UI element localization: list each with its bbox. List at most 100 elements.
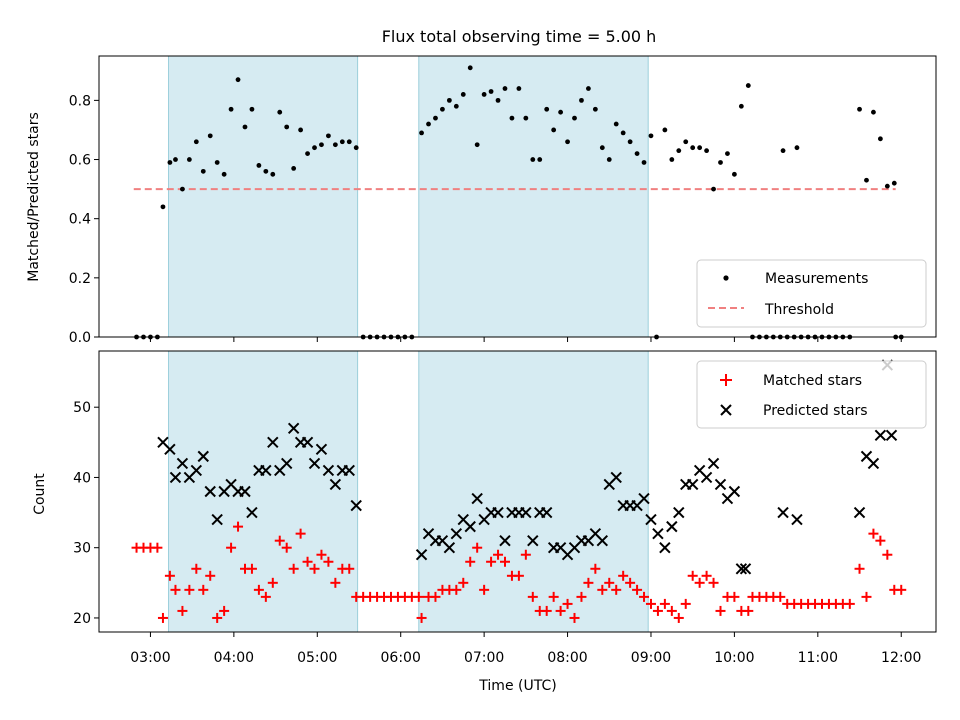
predicted-star-point <box>499 534 511 547</box>
matched-star-point <box>472 542 483 553</box>
predicted-star-point <box>267 436 279 449</box>
x-tick-label: 05:00 <box>297 650 337 666</box>
matched-star-point <box>666 605 677 616</box>
top-ylabel: Matched/Predicted stars <box>26 112 42 282</box>
predicted-star-point <box>169 471 182 484</box>
x-tick-label: 06:00 <box>381 650 421 666</box>
bottom-panel: 20 30 40 50 03:00 04:00 05:00 06:00 07:00 08:00 0… <box>32 350 937 694</box>
matched-star-point <box>170 584 181 595</box>
predicted-star-point <box>777 506 789 519</box>
predicted-star-point <box>652 527 664 540</box>
predicted-star-point <box>610 471 622 484</box>
measurement-point <box>270 171 276 177</box>
measurement-point <box>551 127 557 133</box>
measurement-point <box>433 115 438 121</box>
legend-marker-matched-stars <box>720 374 732 386</box>
measurement-point <box>298 127 304 133</box>
measurement-point <box>221 171 227 177</box>
predicted-star-point <box>853 506 866 519</box>
measurement-point <box>419 130 424 136</box>
matched-star-point <box>295 528 306 539</box>
legend-label-measurements: Measurements <box>765 271 868 287</box>
measurement-point <box>780 148 786 154</box>
y-tick-label: 0.4 <box>69 212 91 228</box>
measurement-point <box>167 160 173 165</box>
predicted-star-point <box>204 485 216 498</box>
measurement-point <box>662 127 668 133</box>
legend-label-matched-stars: Matched stars <box>763 373 862 389</box>
predicted-star-point <box>885 429 898 442</box>
measurement-point <box>160 204 166 210</box>
chart-title: Flux total observing time = 5.00 h <box>382 27 657 46</box>
measurement-point <box>200 168 206 174</box>
matched-star-point <box>330 577 341 588</box>
y-tick-label: 50 <box>73 400 91 416</box>
measurement-point <box>599 145 605 151</box>
legend-marker-predicted-stars <box>720 404 732 416</box>
predicted-star-point <box>666 520 678 533</box>
matched-star-point <box>597 584 608 595</box>
matched-star-point <box>191 563 202 574</box>
matched-star-point <box>499 556 510 567</box>
matched-star-point <box>743 605 754 616</box>
predicted-star-point <box>596 534 609 547</box>
measurement-point <box>312 145 317 151</box>
matched-star-point <box>555 605 566 616</box>
matched-star-point <box>486 556 497 567</box>
matched-star-point <box>416 612 427 623</box>
measurement-point <box>690 145 696 151</box>
x-tick-label: 09:00 <box>631 650 671 666</box>
measurement-point <box>579 97 584 103</box>
measurement-point <box>857 106 862 112</box>
measurement-point <box>509 115 515 121</box>
measurement-point <box>711 186 716 192</box>
measurement-point <box>173 157 178 162</box>
measurement-point <box>731 171 737 177</box>
measurement-point <box>495 97 501 103</box>
matched-star-point <box>309 563 320 574</box>
measurement-point <box>683 139 689 145</box>
predicted-star-point <box>540 506 553 519</box>
measurement-point <box>620 130 626 136</box>
measurement-point <box>180 186 185 192</box>
predicted-star-point <box>791 513 803 526</box>
predicted-star-point <box>739 563 752 575</box>
measurement-point <box>249 106 255 112</box>
predicted-star-point <box>492 506 504 519</box>
measurement-point <box>606 157 612 162</box>
matched-star-point <box>177 605 188 616</box>
predicted-star-point <box>673 506 685 519</box>
measurement-point <box>256 163 262 168</box>
measurement-point <box>235 77 241 83</box>
predicted-star-point <box>164 443 176 456</box>
predicted-star-point <box>415 549 428 561</box>
measurement-point <box>884 183 890 189</box>
measurement-point <box>319 142 324 148</box>
predicted-star-point <box>315 443 328 456</box>
predicted-star-point <box>329 478 342 491</box>
matched-star-point <box>451 584 462 595</box>
predicted-star-point <box>443 541 456 554</box>
measurement-point <box>502 86 508 91</box>
matched-star-point <box>673 612 684 623</box>
x-tick-label: 04:00 <box>214 650 254 666</box>
matched-star-point <box>854 563 865 574</box>
matched-star-point <box>226 542 237 553</box>
matched-star-point <box>701 570 712 581</box>
predicted-star-point <box>343 464 355 477</box>
matched-star-point <box>152 542 163 553</box>
matched-star-point <box>233 521 244 532</box>
measurement-point <box>725 151 730 157</box>
predicted-star-point <box>190 464 203 477</box>
matched-star-point <box>316 549 327 560</box>
matched-star-point <box>569 612 580 623</box>
measurement-point <box>676 148 682 154</box>
predicted-star-point <box>867 457 880 470</box>
x-tick-label: 08:00 <box>547 650 587 666</box>
measurement-point <box>339 139 345 145</box>
legend-marker-measurements <box>723 275 729 281</box>
matched-star-point <box>576 591 587 602</box>
y-tick-label: 40 <box>73 470 91 486</box>
predicted-star-point <box>638 492 650 505</box>
observing-window <box>418 55 649 338</box>
